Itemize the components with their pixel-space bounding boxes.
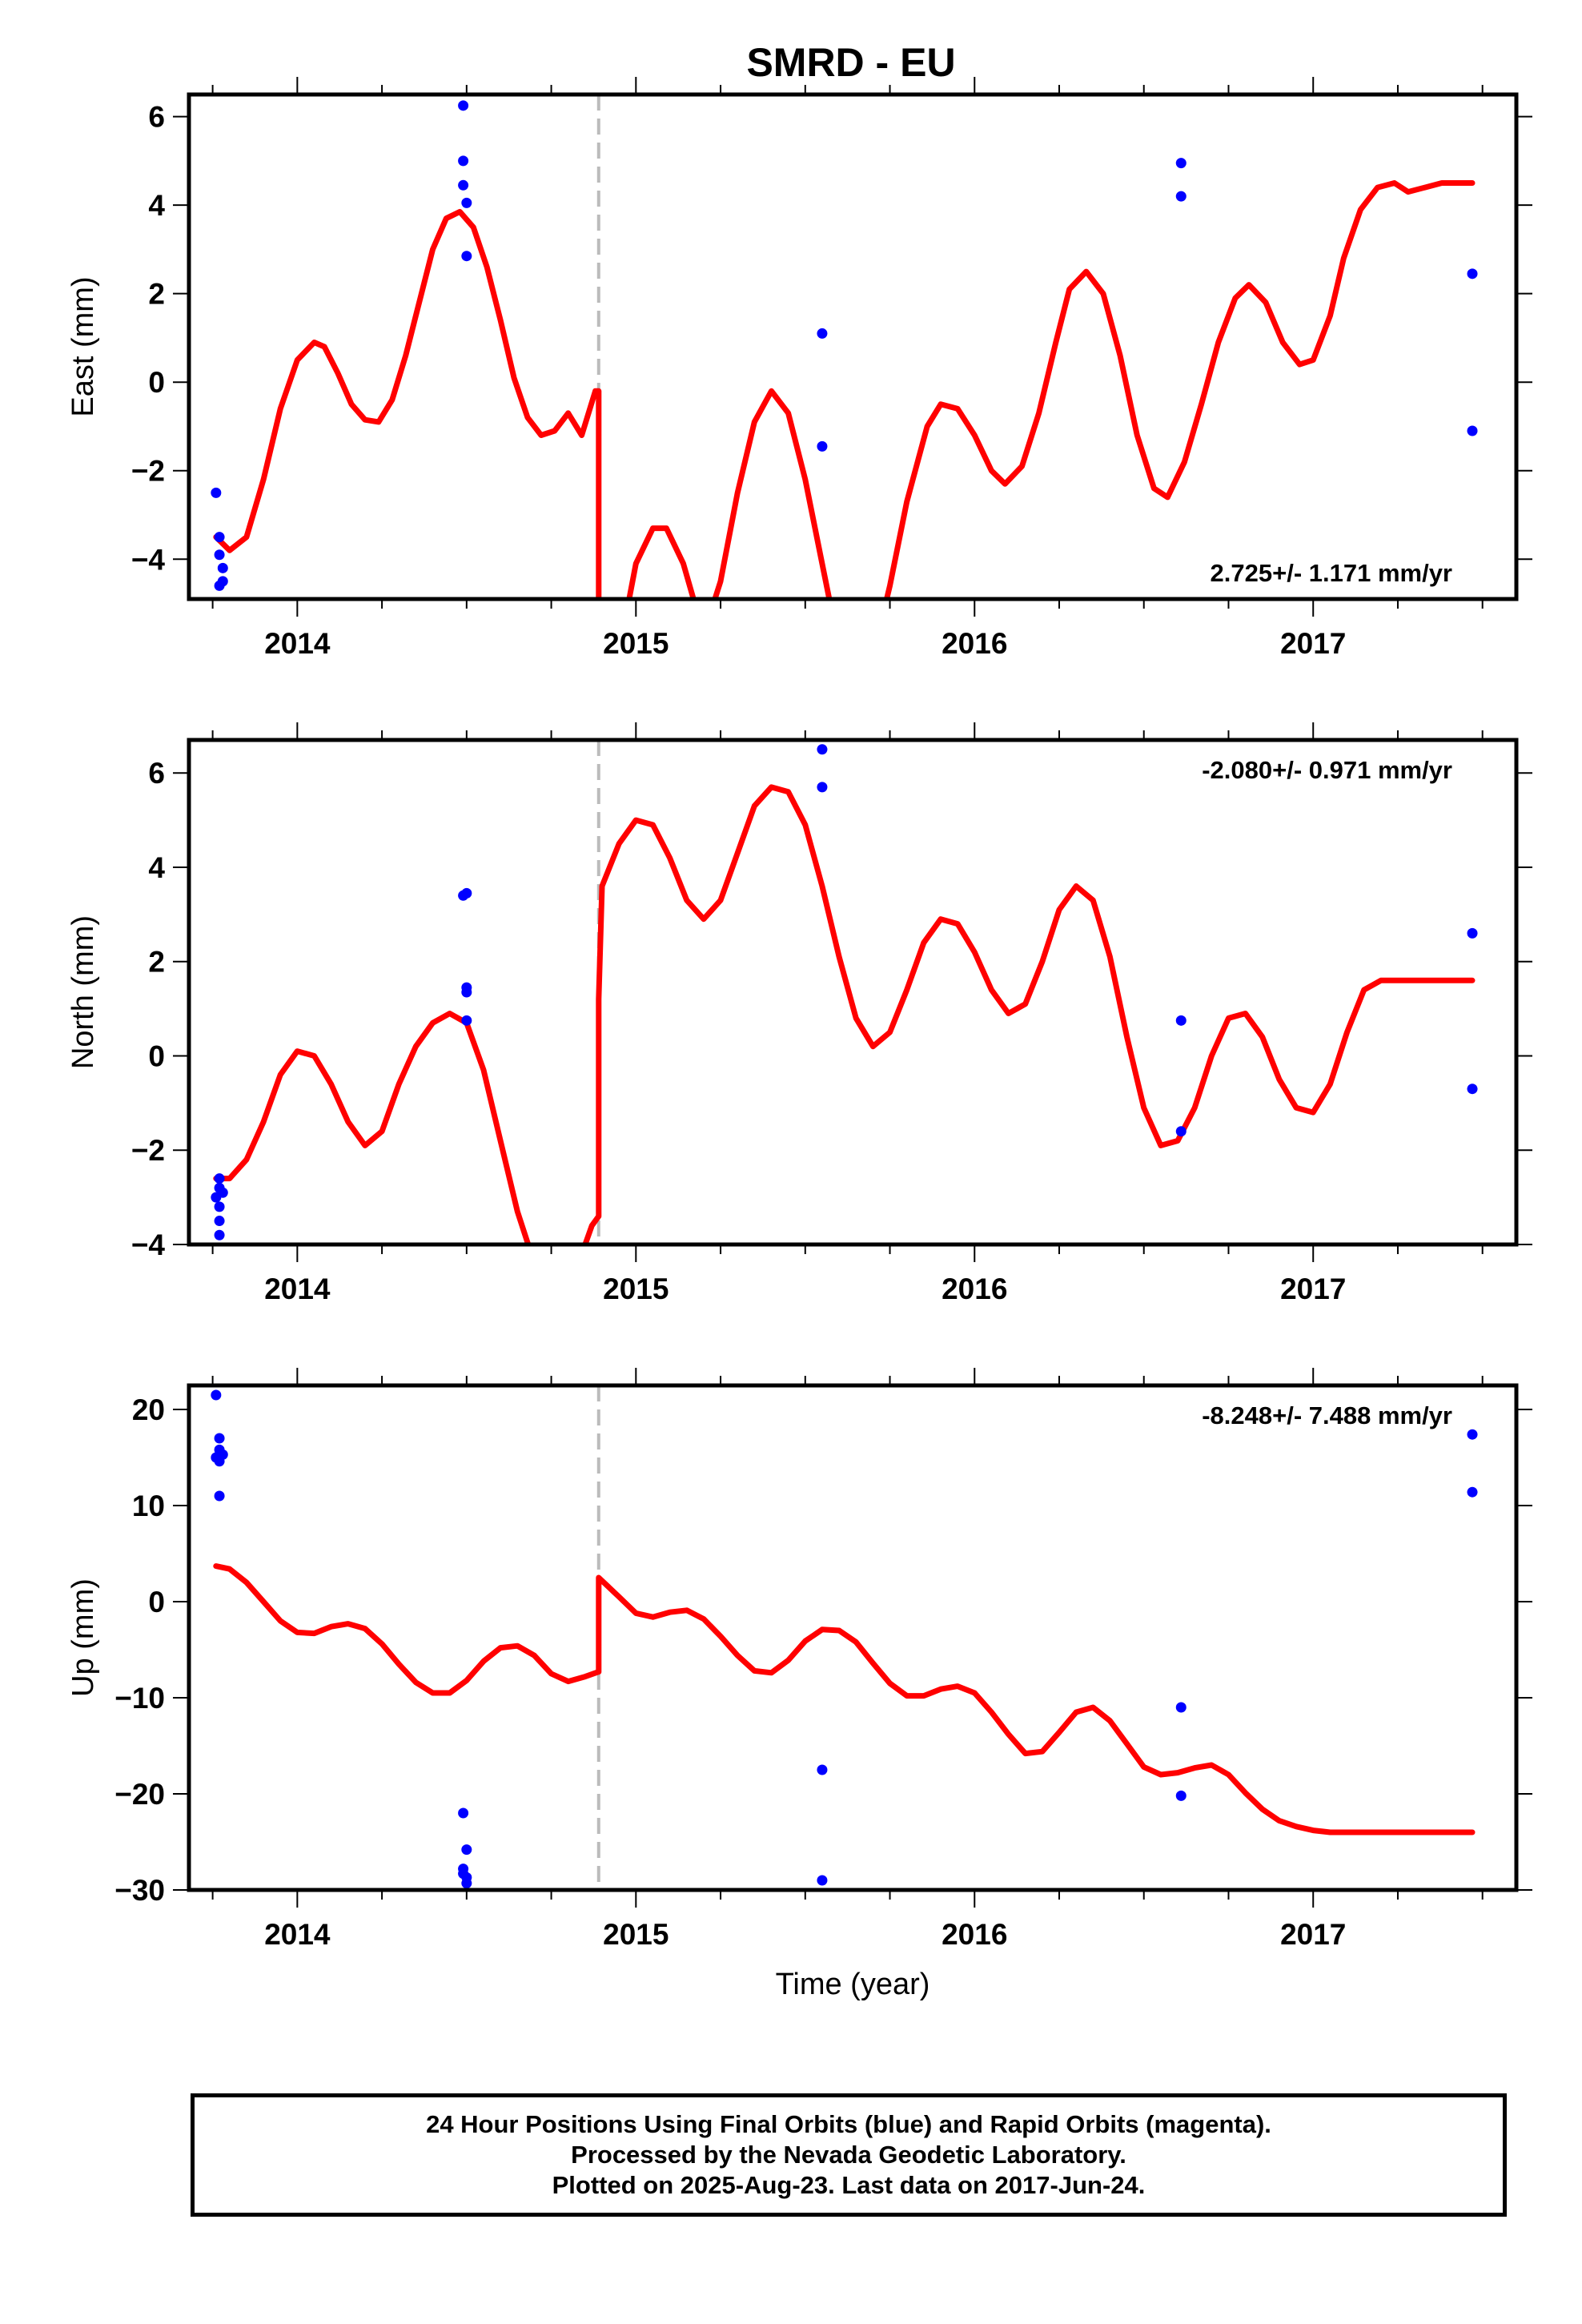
data-point xyxy=(214,1433,225,1444)
data-point xyxy=(1467,268,1478,279)
panel-frame xyxy=(187,92,1519,601)
data-point xyxy=(458,100,469,111)
caption-line-3: Plotted on 2025-Aug-23. Last data on 201… xyxy=(552,2171,1146,2199)
caption-line-2: Processed by the Nevada Geodetic Laborat… xyxy=(571,2141,1126,2169)
data-point xyxy=(1467,1429,1478,1440)
y-tick-label: −10 xyxy=(114,1682,165,1715)
x-tick-label: 2016 xyxy=(942,627,1007,660)
data-point xyxy=(1175,1126,1186,1137)
data-point xyxy=(461,251,472,262)
x-tick-label: 2015 xyxy=(603,1273,669,1305)
data-point xyxy=(214,1216,225,1227)
panel-frame xyxy=(187,1383,1519,1892)
data-point xyxy=(211,1192,222,1203)
data-point xyxy=(461,887,472,899)
x-tick-label: 2014 xyxy=(264,627,331,660)
data-point xyxy=(1467,1084,1478,1095)
panel-east: 2014 2015 2016 2017 −4 −2 0 2 4 6 East (mm) 2.725+/… xyxy=(66,77,1532,660)
data-point xyxy=(817,440,828,452)
data-point xyxy=(458,1807,469,1819)
data-point xyxy=(217,562,228,573)
y-tick-label: 2 xyxy=(148,278,165,311)
panel-frame xyxy=(187,738,1519,1247)
y-tick-label: 0 xyxy=(148,1039,165,1072)
y-tick-label: 0 xyxy=(148,366,165,399)
data-point xyxy=(817,744,828,755)
caption-line-1: 24 Hour Positions Using Final Orbits (bl… xyxy=(426,2110,1271,2138)
y-tick-label: −30 xyxy=(114,1874,165,1907)
y-tick-label: −20 xyxy=(114,1778,165,1811)
data-point xyxy=(817,1875,828,1886)
plot-area xyxy=(211,740,1478,1244)
y-tick-label: 0 xyxy=(148,1586,165,1618)
x-tick-label: 2014 xyxy=(264,1918,331,1951)
x-tick-label: 2016 xyxy=(942,1918,1007,1951)
x-tick-label: 2017 xyxy=(1280,1273,1346,1305)
data-point xyxy=(1467,1486,1478,1498)
plot-area xyxy=(211,94,1478,599)
data-point xyxy=(458,179,469,191)
data-point xyxy=(817,782,828,793)
data-point xyxy=(214,1456,225,1467)
data-point xyxy=(214,532,225,543)
data-point xyxy=(214,1201,225,1212)
y-tick-label: 6 xyxy=(148,757,165,790)
model-curve xyxy=(213,784,1476,1244)
x-tick-label: 2014 xyxy=(264,1273,331,1305)
y-axis-label: East (mm) xyxy=(66,276,100,416)
y-tick-label: 4 xyxy=(148,189,165,222)
caption-box: 24 Hour Positions Using Final Orbits (bl… xyxy=(191,2093,1507,2217)
data-point xyxy=(458,155,469,167)
data-point xyxy=(1175,191,1186,202)
y-tick-label: 10 xyxy=(132,1490,165,1522)
data-point xyxy=(1175,158,1186,169)
data-point xyxy=(1175,1015,1186,1026)
panel-north: 2014 2015 2016 2017 −4 −2 0 2 4 6 North (mm) -2.080… xyxy=(66,722,1532,1305)
x-tick-label: 2016 xyxy=(942,1273,1007,1305)
data-point xyxy=(217,576,228,587)
data-point xyxy=(1175,1790,1186,1801)
rate-label: 2.725+/- 1.171 mm/yr xyxy=(1211,559,1452,587)
y-tick-label: 20 xyxy=(132,1393,165,1426)
rate-label: -2.080+/- 0.971 mm/yr xyxy=(1202,756,1452,784)
y-tick-label: 2 xyxy=(148,946,165,979)
y-axis-label: North (mm) xyxy=(66,915,100,1069)
y-tick-label: −2 xyxy=(131,1134,165,1167)
data-point xyxy=(1175,1702,1186,1713)
data-point xyxy=(211,1389,222,1401)
x-tick-label: 2015 xyxy=(603,627,669,660)
x-tick-label: 2015 xyxy=(603,1918,669,1951)
data-point xyxy=(1467,425,1478,436)
figure-title: SMRD - EU xyxy=(746,40,955,85)
rate-label: -8.248+/- 7.488 mm/yr xyxy=(1202,1401,1452,1429)
data-point xyxy=(214,1490,225,1502)
y-tick-label: 4 xyxy=(148,851,165,884)
y-axis-label: Up (mm) xyxy=(66,1578,100,1697)
model-curve xyxy=(213,180,1476,599)
x-tick-label: 2017 xyxy=(1280,627,1346,660)
x-axis-label: Time (year) xyxy=(776,1968,930,2001)
data-point xyxy=(461,197,472,208)
data-point xyxy=(211,487,222,498)
y-tick-label: 6 xyxy=(148,101,165,134)
data-point xyxy=(214,1229,225,1240)
data-point xyxy=(214,1173,225,1184)
data-point xyxy=(461,1844,472,1856)
y-tick-label: −4 xyxy=(131,1228,166,1261)
y-tick-label: −2 xyxy=(131,455,165,488)
plot-area xyxy=(211,1385,1478,1890)
data-point xyxy=(461,987,472,998)
data-point xyxy=(461,1878,472,1889)
data-point xyxy=(1467,927,1478,939)
panel-up: 2014 2015 2016 2017 −30 −20 −10 0 10 20 Up (mm) Tim… xyxy=(66,1368,1532,2001)
model-curve xyxy=(213,1563,1476,1835)
y-tick-label: −4 xyxy=(131,543,166,576)
x-tick-label: 2017 xyxy=(1280,1918,1346,1951)
data-point xyxy=(817,1764,828,1775)
data-point xyxy=(461,1015,472,1026)
data-point xyxy=(214,549,225,561)
data-point xyxy=(817,328,828,339)
